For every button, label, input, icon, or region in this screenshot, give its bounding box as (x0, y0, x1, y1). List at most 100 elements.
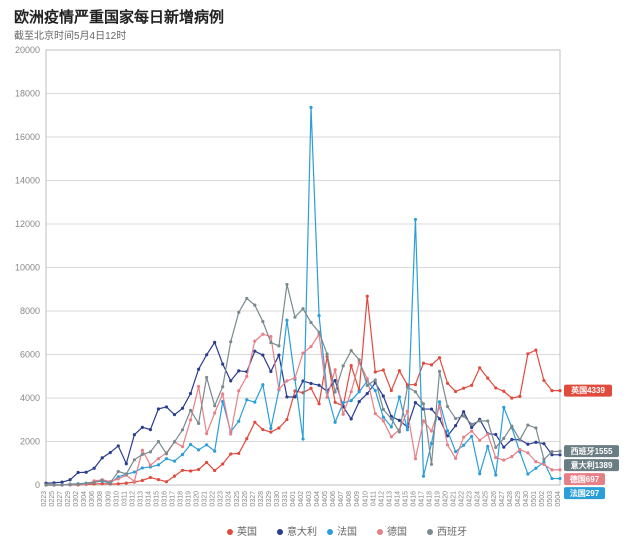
svg-text:0225: 0225 (49, 491, 56, 507)
svg-text:18000: 18000 (15, 89, 40, 99)
svg-text:0502: 0502 (539, 491, 546, 507)
svg-text:0310: 0310 (113, 491, 120, 507)
legend-label: 德国 (387, 525, 407, 538)
ytick: 12000 (15, 219, 40, 229)
svg-text:0318: 0318 (178, 491, 185, 507)
legend-dot (277, 529, 283, 535)
svg-text:0422: 0422 (459, 491, 466, 507)
svg-text:0430: 0430 (523, 491, 530, 507)
svg-text:0315: 0315 (153, 491, 160, 507)
svg-text:0314: 0314 (145, 491, 152, 507)
svg-text:0326: 0326 (242, 491, 249, 507)
svg-text:0306: 0306 (89, 491, 96, 507)
svg-text:0408: 0408 (346, 491, 353, 507)
svg-text:4000: 4000 (20, 393, 40, 403)
series-德国 (44, 333, 561, 487)
legend-label: 意大利 (287, 525, 317, 538)
legend-label: 法国 (337, 525, 357, 538)
svg-text:0417: 0417 (418, 491, 425, 507)
ytick: 14000 (15, 176, 40, 186)
svg-text:0331: 0331 (282, 491, 289, 507)
svg-text:12000: 12000 (15, 219, 40, 229)
ytick: 20000 (15, 45, 40, 55)
svg-text:0312: 0312 (129, 491, 136, 507)
svg-text:0323: 0323 (218, 491, 225, 507)
legend-dot (227, 529, 233, 535)
ytick: 2000 (20, 437, 40, 447)
svg-text:0420: 0420 (443, 491, 450, 507)
series-西班牙 (44, 283, 561, 487)
svg-text:0327: 0327 (250, 491, 257, 507)
svg-text:0410: 0410 (362, 491, 369, 507)
svg-text:德国697: 德国697 (570, 474, 600, 484)
svg-text:0428: 0428 (507, 491, 514, 507)
svg-text:0308: 0308 (97, 491, 104, 507)
svg-text:0330: 0330 (274, 491, 281, 507)
legend-label: 英国 (237, 525, 257, 538)
svg-text:0328: 0328 (258, 491, 265, 507)
ytick: 0 (35, 480, 40, 490)
svg-text:0322: 0322 (210, 491, 217, 507)
svg-text:0316: 0316 (161, 491, 168, 507)
svg-text:英国4339: 英国4339 (570, 385, 605, 395)
svg-text:0324: 0324 (226, 491, 233, 507)
svg-text:0227: 0227 (57, 491, 64, 507)
svg-text:0407: 0407 (338, 491, 345, 507)
svg-text:8000: 8000 (20, 306, 40, 316)
svg-text:0411: 0411 (370, 491, 377, 506)
svg-text:0302: 0302 (73, 491, 80, 507)
svg-text:0412: 0412 (378, 491, 385, 507)
ytick: 4000 (20, 393, 40, 403)
svg-text:0416: 0416 (410, 491, 417, 507)
svg-text:0405: 0405 (322, 491, 329, 507)
ytick: 10000 (15, 263, 40, 273)
end-label: 德国697 (564, 473, 605, 485)
chart-svg: 0 2000 4000 6000 8000 10000 12000 14000 16000 180… (0, 0, 640, 552)
svg-text:西班牙1555: 西班牙1555 (571, 446, 613, 456)
end-label: 法国297 (564, 487, 605, 499)
svg-text:10000: 10000 (15, 263, 40, 273)
svg-text:0418: 0418 (427, 491, 434, 507)
svg-text:0313: 0313 (137, 491, 144, 507)
svg-text:2000: 2000 (20, 437, 40, 447)
svg-text:0402: 0402 (298, 491, 305, 507)
svg-text:0311: 0311 (121, 491, 128, 506)
svg-text:0401: 0401 (290, 491, 297, 507)
svg-text:0317: 0317 (170, 491, 177, 507)
svg-text:0413: 0413 (386, 491, 393, 507)
svg-text:0429: 0429 (515, 491, 522, 507)
svg-text:0304: 0304 (81, 491, 88, 507)
svg-text:0320: 0320 (194, 491, 201, 507)
svg-text:0424: 0424 (475, 491, 482, 507)
chart-container: 欧洲疫情严重国家每日新增病例 截至北京时间5月4日12时 02000400060… (0, 0, 640, 552)
svg-text:6000: 6000 (20, 350, 40, 360)
svg-text:14000: 14000 (15, 176, 40, 186)
svg-text:0329: 0329 (266, 491, 273, 507)
ytick: 16000 (15, 132, 40, 142)
end-label: 英国4339 (564, 385, 612, 397)
svg-text:0503: 0503 (547, 491, 554, 507)
svg-text:法国297: 法国297 (570, 488, 600, 498)
svg-text:0421: 0421 (451, 491, 458, 507)
end-label: 西班牙1555 (564, 445, 619, 457)
svg-text:16000: 16000 (15, 132, 40, 142)
legend-dot (377, 529, 383, 535)
svg-text:0423: 0423 (467, 491, 474, 507)
ytick: 8000 (20, 306, 40, 316)
svg-text:0: 0 (35, 480, 40, 490)
series-法国 (44, 106, 561, 487)
legend-label: 西班牙 (437, 526, 467, 538)
svg-text:意大利1389: 意大利1389 (571, 460, 613, 470)
svg-text:0414: 0414 (394, 491, 401, 507)
legend: 英国 意大利 法国 德国 西班牙 (227, 525, 467, 538)
svg-text:0426: 0426 (491, 491, 498, 507)
svg-text:0319: 0319 (186, 491, 193, 507)
svg-text:0403: 0403 (306, 491, 313, 507)
svg-text:0321: 0321 (202, 491, 209, 507)
end-label: 意大利1389 (564, 459, 619, 471)
ytick: 6000 (20, 350, 40, 360)
svg-text:0415: 0415 (402, 491, 409, 507)
legend-dot (427, 529, 433, 535)
svg-text:0223: 0223 (41, 491, 48, 507)
svg-text:0504: 0504 (555, 491, 562, 507)
